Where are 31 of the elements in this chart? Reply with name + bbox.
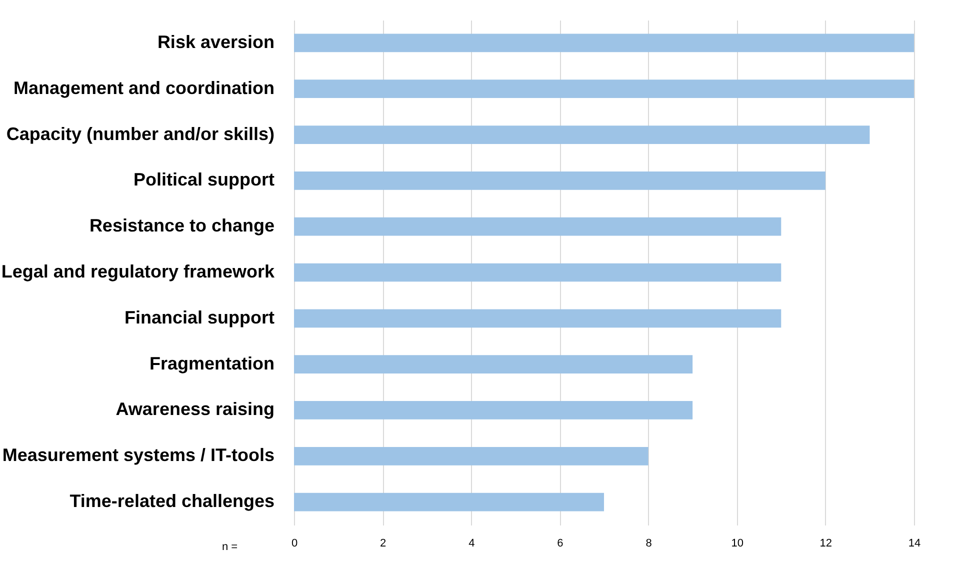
bar (294, 34, 914, 52)
bar (294, 309, 782, 328)
x-tick-label: 0 (291, 538, 298, 550)
bar (294, 446, 648, 466)
bar (294, 80, 914, 98)
x-tick-label: 10 (731, 538, 744, 550)
y-tick-label: Risk aversion (157, 32, 274, 52)
y-tick-label: Awareness raising (116, 399, 274, 420)
bar (294, 355, 693, 374)
y-tick-label: Political support (133, 170, 274, 190)
bar (294, 172, 826, 190)
x-tick-label: 6 (557, 538, 564, 550)
bar (294, 217, 782, 236)
y-tick-label: Fragmentation (149, 353, 274, 374)
x-tick-label: 2 (380, 538, 386, 550)
y-tick-label: Financial support (124, 307, 274, 328)
x-tick-label: 8 (646, 538, 652, 550)
y-tick-label: Legal and regulatory framework (1, 262, 276, 282)
y-tick-label: Management and coordination (13, 78, 274, 98)
y-tick-label: Time-related challenges (70, 491, 274, 512)
y-tick-label: Capacity (number and/or skills) (6, 124, 274, 144)
bar (294, 492, 604, 512)
bar (294, 263, 782, 282)
x-tick-label: 4 (468, 538, 475, 550)
text: n = (222, 541, 238, 553)
y-tick-label: Resistance to change (89, 216, 274, 236)
x-tick-label: 14 (908, 538, 921, 550)
bar (294, 401, 693, 420)
x-tick-label: 12 (820, 538, 832, 550)
bar (294, 126, 870, 144)
y-tick-label: Measurement systems / IT-tools (2, 445, 274, 466)
